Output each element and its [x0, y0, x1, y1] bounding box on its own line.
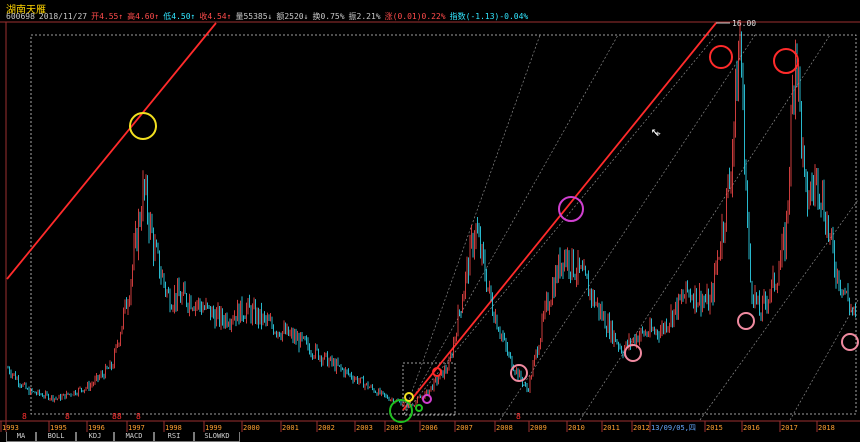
quote-field: 2018/11/27 [38, 12, 88, 21]
trend-line-2 [402, 22, 717, 411]
circle-2016-low [737, 312, 755, 330]
year-label: 2016 [743, 424, 760, 432]
year-label: 2018 [818, 424, 835, 432]
quote-field: 换0.75% [312, 12, 345, 21]
year-label: 2011 [603, 424, 620, 432]
circle-small-red [432, 367, 442, 377]
quote-field: 涨(0.01)0.22% [384, 12, 446, 21]
svg-text:8: 8 [136, 412, 141, 421]
circle-2018-low [841, 333, 859, 351]
tab-rsi[interactable]: RSI [154, 432, 194, 442]
quote-field: 收4.54↑ [199, 12, 232, 21]
year-label: 1999 [205, 424, 222, 432]
svg-text:8: 8 [65, 412, 70, 421]
trend-line-1 [6, 22, 217, 280]
quote-field: 低4.50↑ [163, 12, 196, 21]
svg-text:88: 88 [112, 412, 122, 421]
candles [7, 20, 856, 409]
year-label: 2017 [781, 424, 798, 432]
circle-1997-peak [129, 112, 157, 140]
circle-2011-low [624, 344, 642, 362]
selection-box [30, 34, 857, 415]
year-label: 2000 [243, 424, 260, 432]
year-label: 2003 [356, 424, 373, 432]
year-label: 2009 [530, 424, 547, 432]
stock-name: 湖南天雁 [6, 5, 46, 16]
zoom-box [402, 362, 456, 416]
quote-field: 600698 [6, 12, 35, 21]
tab-ma[interactable]: MA [6, 432, 36, 442]
crosshair-icon: ⌖ [655, 129, 661, 140]
price-label: 16.00 [732, 19, 756, 28]
year-label: 2002 [318, 424, 335, 432]
year-label: 2007 [456, 424, 473, 432]
year-label: 2012 [633, 424, 650, 432]
quote-field: 指数(-1.13)-0.04% [449, 12, 529, 21]
quote-field: 额2520↓ [276, 12, 309, 21]
circle-small-magenta [422, 394, 432, 404]
year-label: 2010 [568, 424, 585, 432]
year-label: 2005 [386, 424, 403, 432]
year-label: 2015 [706, 424, 723, 432]
svg-text:8: 8 [22, 412, 27, 421]
tab-macd[interactable]: MACD [114, 432, 154, 442]
circle-2008-low [510, 364, 528, 382]
indicator-tabs: MA BOLL KDJ MACD RSI SLOWKD [0, 432, 860, 442]
year-label: 1995 [50, 424, 67, 432]
circle-2005-low [389, 399, 413, 423]
tab-kdj[interactable]: KDJ [76, 432, 114, 442]
quote-field: 开4.55↑ [91, 12, 124, 21]
tab-boll[interactable]: BOLL [36, 432, 76, 442]
quote-field: 高4.60↑ [127, 12, 160, 21]
circle-2010-peak [558, 196, 584, 222]
circle-small-yellow [404, 392, 414, 402]
year-label: 1997 [128, 424, 145, 432]
highlight-circles [129, 45, 859, 423]
year-label: 2008 [496, 424, 513, 432]
circle-2017-peak [773, 48, 799, 74]
tab-slowkd[interactable]: SLOWKD [194, 432, 240, 442]
fan-lines [403, 34, 859, 421]
circle-small-green [415, 404, 423, 412]
circle-2015-peak [709, 45, 733, 69]
year-label: 2006 [421, 424, 438, 432]
year-label: 1996 [88, 424, 105, 432]
year-label: 2001 [282, 424, 299, 432]
mouse-cursor-icon: ↖ [651, 124, 659, 139]
year-label: 13/09/05,四 [651, 424, 696, 432]
year-labels: 1993 1995 1996 1997 1998 1999 2000 2001 2002 2003… [0, 421, 835, 432]
year-label: 1998 [165, 424, 182, 432]
quote-info-bar: 600698 2018/11/27 开4.55↑ 高4.60↑ 低4.50↑ 收4.54↑… [6, 11, 532, 22]
quote-field: 振2.21% [348, 12, 381, 21]
quote-field: 量55385↓ [235, 12, 273, 21]
year-label: 1993 [2, 424, 19, 432]
svg-text:8: 8 [516, 412, 521, 421]
